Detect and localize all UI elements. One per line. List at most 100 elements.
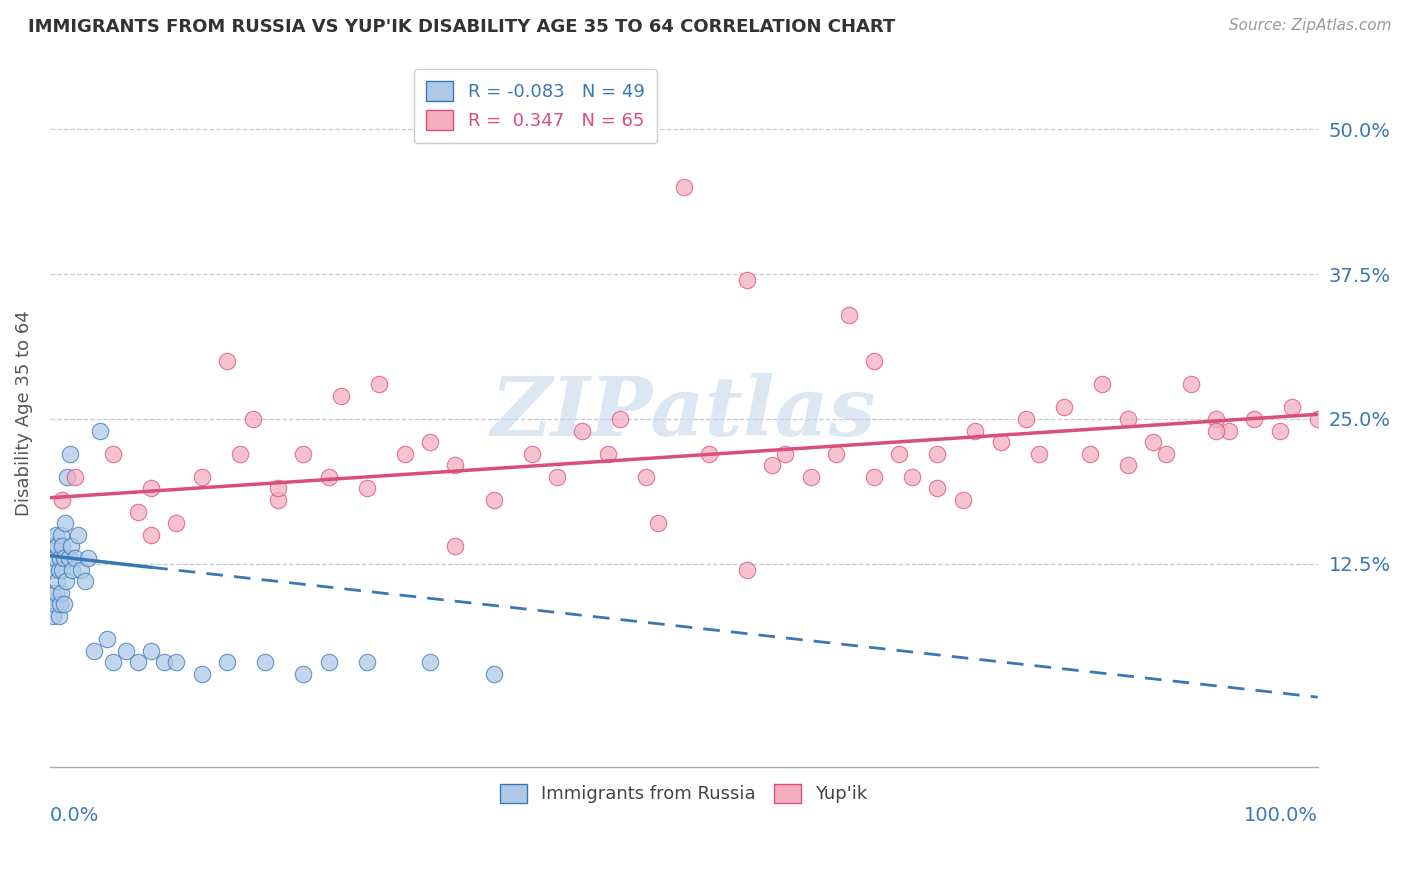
Point bbox=[672, 180, 695, 194]
Point bbox=[952, 493, 974, 508]
Point bbox=[101, 656, 124, 670]
Point bbox=[191, 470, 214, 484]
Point bbox=[63, 470, 86, 484]
Point bbox=[55, 574, 77, 589]
Point bbox=[799, 470, 821, 484]
Point bbox=[76, 551, 98, 566]
Point bbox=[697, 447, 720, 461]
Point bbox=[101, 447, 124, 461]
Point bbox=[51, 540, 73, 554]
Point bbox=[863, 470, 886, 484]
Point bbox=[863, 354, 886, 368]
Point bbox=[1015, 412, 1038, 426]
Point bbox=[901, 470, 924, 484]
Point bbox=[761, 458, 783, 473]
Point bbox=[127, 505, 149, 519]
Point bbox=[60, 540, 83, 554]
Point bbox=[217, 354, 239, 368]
Point bbox=[48, 609, 70, 624]
Point bbox=[96, 632, 118, 647]
Point bbox=[1281, 401, 1303, 415]
Point bbox=[1218, 424, 1240, 438]
Point bbox=[889, 447, 911, 461]
Point bbox=[444, 458, 467, 473]
Point bbox=[44, 551, 66, 566]
Point bbox=[1116, 412, 1139, 426]
Point bbox=[66, 528, 89, 542]
Point bbox=[1154, 447, 1177, 461]
Point bbox=[368, 377, 391, 392]
Point bbox=[191, 667, 214, 681]
Point bbox=[46, 574, 69, 589]
Point bbox=[1268, 424, 1291, 438]
Point bbox=[49, 598, 72, 612]
Point bbox=[267, 482, 290, 496]
Point bbox=[49, 586, 72, 600]
Text: 0.0%: 0.0% bbox=[49, 805, 98, 824]
Point bbox=[1091, 377, 1114, 392]
Point bbox=[571, 424, 593, 438]
Point bbox=[46, 540, 69, 554]
Point bbox=[114, 644, 136, 658]
Point bbox=[42, 540, 65, 554]
Text: ZIPatlas: ZIPatlas bbox=[491, 373, 876, 453]
Legend: Immigrants from Russia, Yup'ik: Immigrants from Russia, Yup'ik bbox=[492, 776, 875, 811]
Point bbox=[1306, 412, 1329, 426]
Point bbox=[242, 412, 264, 426]
Point bbox=[356, 656, 378, 670]
Point bbox=[139, 644, 162, 658]
Text: 100.0%: 100.0% bbox=[1244, 805, 1317, 824]
Point bbox=[254, 656, 277, 670]
Point bbox=[838, 308, 860, 322]
Point bbox=[1053, 401, 1076, 415]
Point bbox=[647, 516, 669, 531]
Point bbox=[63, 551, 86, 566]
Point bbox=[292, 447, 315, 461]
Point bbox=[520, 447, 543, 461]
Point bbox=[51, 493, 73, 508]
Point bbox=[75, 574, 97, 589]
Point bbox=[49, 528, 72, 542]
Point bbox=[1180, 377, 1202, 392]
Point bbox=[546, 470, 568, 484]
Point bbox=[482, 493, 505, 508]
Point bbox=[217, 656, 239, 670]
Point bbox=[139, 528, 162, 542]
Point bbox=[1142, 435, 1164, 450]
Point bbox=[39, 563, 62, 577]
Point bbox=[318, 656, 340, 670]
Point bbox=[444, 540, 467, 554]
Point bbox=[62, 563, 84, 577]
Point bbox=[267, 493, 290, 508]
Point bbox=[318, 470, 340, 484]
Point bbox=[51, 563, 73, 577]
Point bbox=[58, 551, 80, 566]
Point bbox=[1205, 424, 1227, 438]
Point bbox=[48, 563, 70, 577]
Point bbox=[59, 447, 82, 461]
Point bbox=[419, 656, 441, 670]
Point bbox=[127, 656, 149, 670]
Point bbox=[927, 482, 949, 496]
Point bbox=[45, 528, 67, 542]
Text: IMMIGRANTS FROM RUSSIA VS YUP'IK DISABILITY AGE 35 TO 64 CORRELATION CHART: IMMIGRANTS FROM RUSSIA VS YUP'IK DISABIL… bbox=[28, 18, 896, 36]
Point bbox=[1116, 458, 1139, 473]
Point bbox=[52, 551, 75, 566]
Point bbox=[1243, 412, 1265, 426]
Point bbox=[53, 516, 76, 531]
Point bbox=[152, 656, 174, 670]
Y-axis label: Disability Age 35 to 64: Disability Age 35 to 64 bbox=[15, 310, 32, 516]
Point bbox=[139, 482, 162, 496]
Point bbox=[52, 598, 75, 612]
Point bbox=[735, 563, 758, 577]
Point bbox=[89, 424, 111, 438]
Point bbox=[330, 389, 353, 403]
Point bbox=[166, 516, 188, 531]
Text: Source: ZipAtlas.com: Source: ZipAtlas.com bbox=[1229, 18, 1392, 33]
Point bbox=[229, 447, 252, 461]
Point bbox=[41, 586, 63, 600]
Point bbox=[596, 447, 619, 461]
Point bbox=[634, 470, 657, 484]
Point bbox=[83, 644, 105, 658]
Point bbox=[49, 551, 72, 566]
